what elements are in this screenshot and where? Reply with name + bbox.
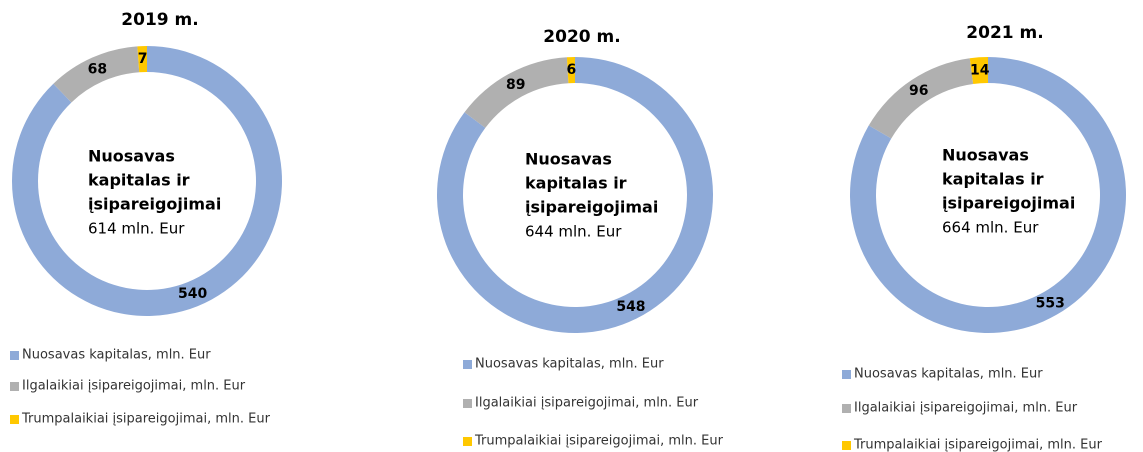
- legend-label: Nuosavas kapitalas, mln. Eur: [475, 357, 664, 372]
- center-title: Nuosavas: [525, 150, 612, 169]
- donut-segment: [969, 57, 988, 84]
- legend-swatch: [10, 351, 19, 360]
- center-title: kapitalas ir: [88, 171, 190, 190]
- data-label: 96: [909, 83, 928, 99]
- legend-label: Nuosavas kapitalas, mln. Eur: [22, 348, 211, 363]
- legend-label: Ilgalaikiai įsipareigojimai, mln. Eur: [475, 396, 699, 411]
- chart-title: 2021 m.: [966, 23, 1043, 43]
- center-title: įsipareigojimai: [525, 198, 658, 217]
- data-label: 7: [138, 51, 148, 67]
- data-label: 14: [970, 62, 990, 78]
- center-title: įsipareigojimai: [942, 194, 1075, 213]
- legend-swatch: [10, 382, 19, 391]
- donut-chart: 2019 m. 540 68 7 Nuosavas kapitalas ir įsipare…: [10, 10, 283, 427]
- legend-swatch: [463, 437, 472, 446]
- legend-label: Trumpalaikiai įsipareigojimai, mln. Eur: [474, 434, 724, 449]
- legend: Nuosavas kapitalas, mln. Eur Ilgalaikiai …: [842, 367, 1103, 452]
- donut-chart: 2020 m. 548 89 6 Nuosavas kapitalas ir įsipare…: [437, 27, 724, 449]
- center-value: 644 mln. Eur: [525, 223, 622, 241]
- legend-swatch: [842, 441, 851, 450]
- center-title: Nuosavas: [88, 147, 175, 166]
- center-value: 664 mln. Eur: [942, 219, 1039, 237]
- chart-title: 2020 m.: [543, 27, 620, 47]
- center-title: Nuosavas: [942, 146, 1029, 165]
- data-label: 89: [506, 77, 525, 93]
- data-label: 68: [88, 62, 107, 78]
- data-label: 6: [566, 62, 576, 78]
- center-title: kapitalas ir: [525, 174, 627, 193]
- legend-swatch: [10, 415, 19, 424]
- center-title: kapitalas ir: [942, 170, 1044, 189]
- legend-swatch: [463, 399, 472, 408]
- legend-swatch: [842, 404, 851, 413]
- legend-label: Trumpalaikiai įsipareigojimai, mln. Eur: [853, 438, 1103, 452]
- donut-segment: [137, 46, 147, 73]
- chart-title: 2019 m.: [121, 10, 198, 30]
- legend-label: Trumpalaikiai įsipareigojimai, mln. Eur: [21, 412, 271, 427]
- legend-label: Nuosavas kapitalas, mln. Eur: [854, 367, 1043, 382]
- legend: Nuosavas kapitalas, mln. Eur Ilgalaikiai …: [463, 357, 724, 449]
- data-label: 548: [616, 299, 645, 315]
- data-label: 553: [1036, 295, 1065, 311]
- legend: Nuosavas kapitalas, mln. Eur Ilgalaikiai …: [10, 348, 271, 427]
- legend-label: Ilgalaikiai įsipareigojimai, mln. Eur: [22, 379, 246, 394]
- legend-swatch: [842, 370, 851, 379]
- legend-swatch: [463, 360, 472, 369]
- donut-segment: [53, 46, 140, 103]
- donut-segment: [464, 57, 569, 128]
- center-value: 614 mln. Eur: [88, 220, 185, 238]
- center-title: įsipareigojimai: [88, 195, 221, 214]
- donut-chart: 2021 m. 553 96 14 Nuosavas kapitalas ir įsipar…: [842, 23, 1126, 452]
- data-label: 540: [178, 286, 207, 302]
- legend-label: Ilgalaikiai įsipareigojimai, mln. Eur: [854, 401, 1078, 416]
- donut-segment: [868, 58, 974, 139]
- donut-segment: [566, 57, 575, 84]
